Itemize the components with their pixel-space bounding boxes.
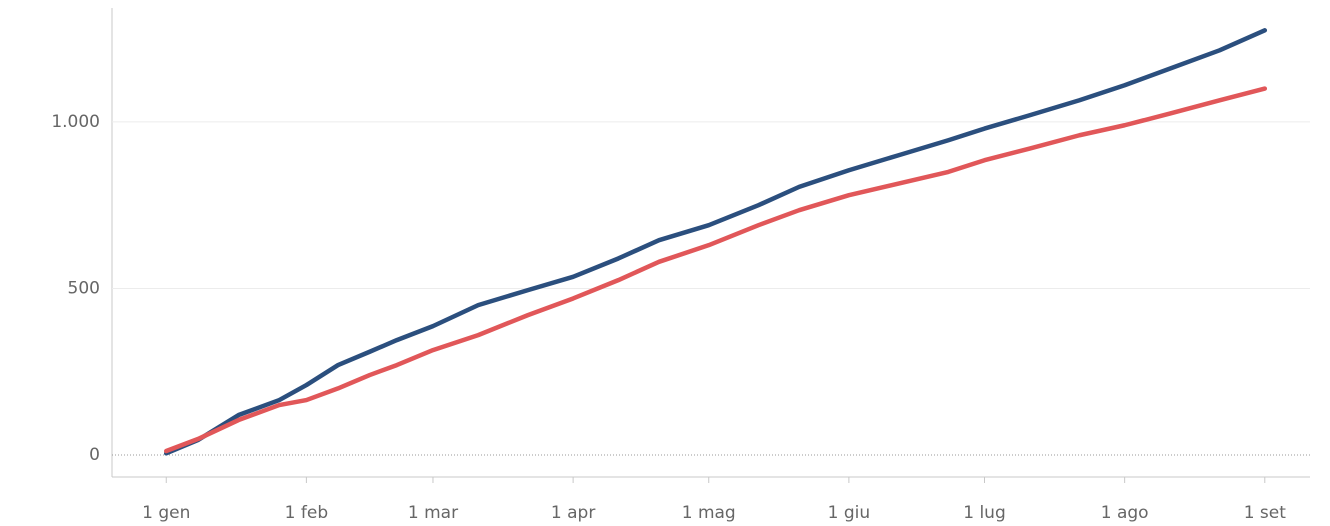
x-tick-label: 1 giu	[828, 503, 871, 523]
y-tick-label: 1.000	[51, 112, 100, 132]
x-tick-label: 1 ago	[1101, 503, 1149, 523]
series-line	[163, 86, 1268, 454]
x-tick-label: 1 feb	[285, 503, 328, 523]
x-tick-label: 1 mar	[408, 503, 458, 523]
x-tick-label: 1 apr	[551, 503, 595, 523]
y-tick-label: 500	[68, 278, 100, 298]
x-tick-label: 1 lug	[963, 503, 1006, 523]
series-line	[163, 28, 1268, 456]
x-tick-label: 1 mag	[682, 503, 736, 523]
y-tick-label: 0	[89, 445, 100, 465]
x-tick-label: 1 gen	[142, 503, 190, 523]
x-tick-label: 1 set	[1244, 503, 1287, 523]
